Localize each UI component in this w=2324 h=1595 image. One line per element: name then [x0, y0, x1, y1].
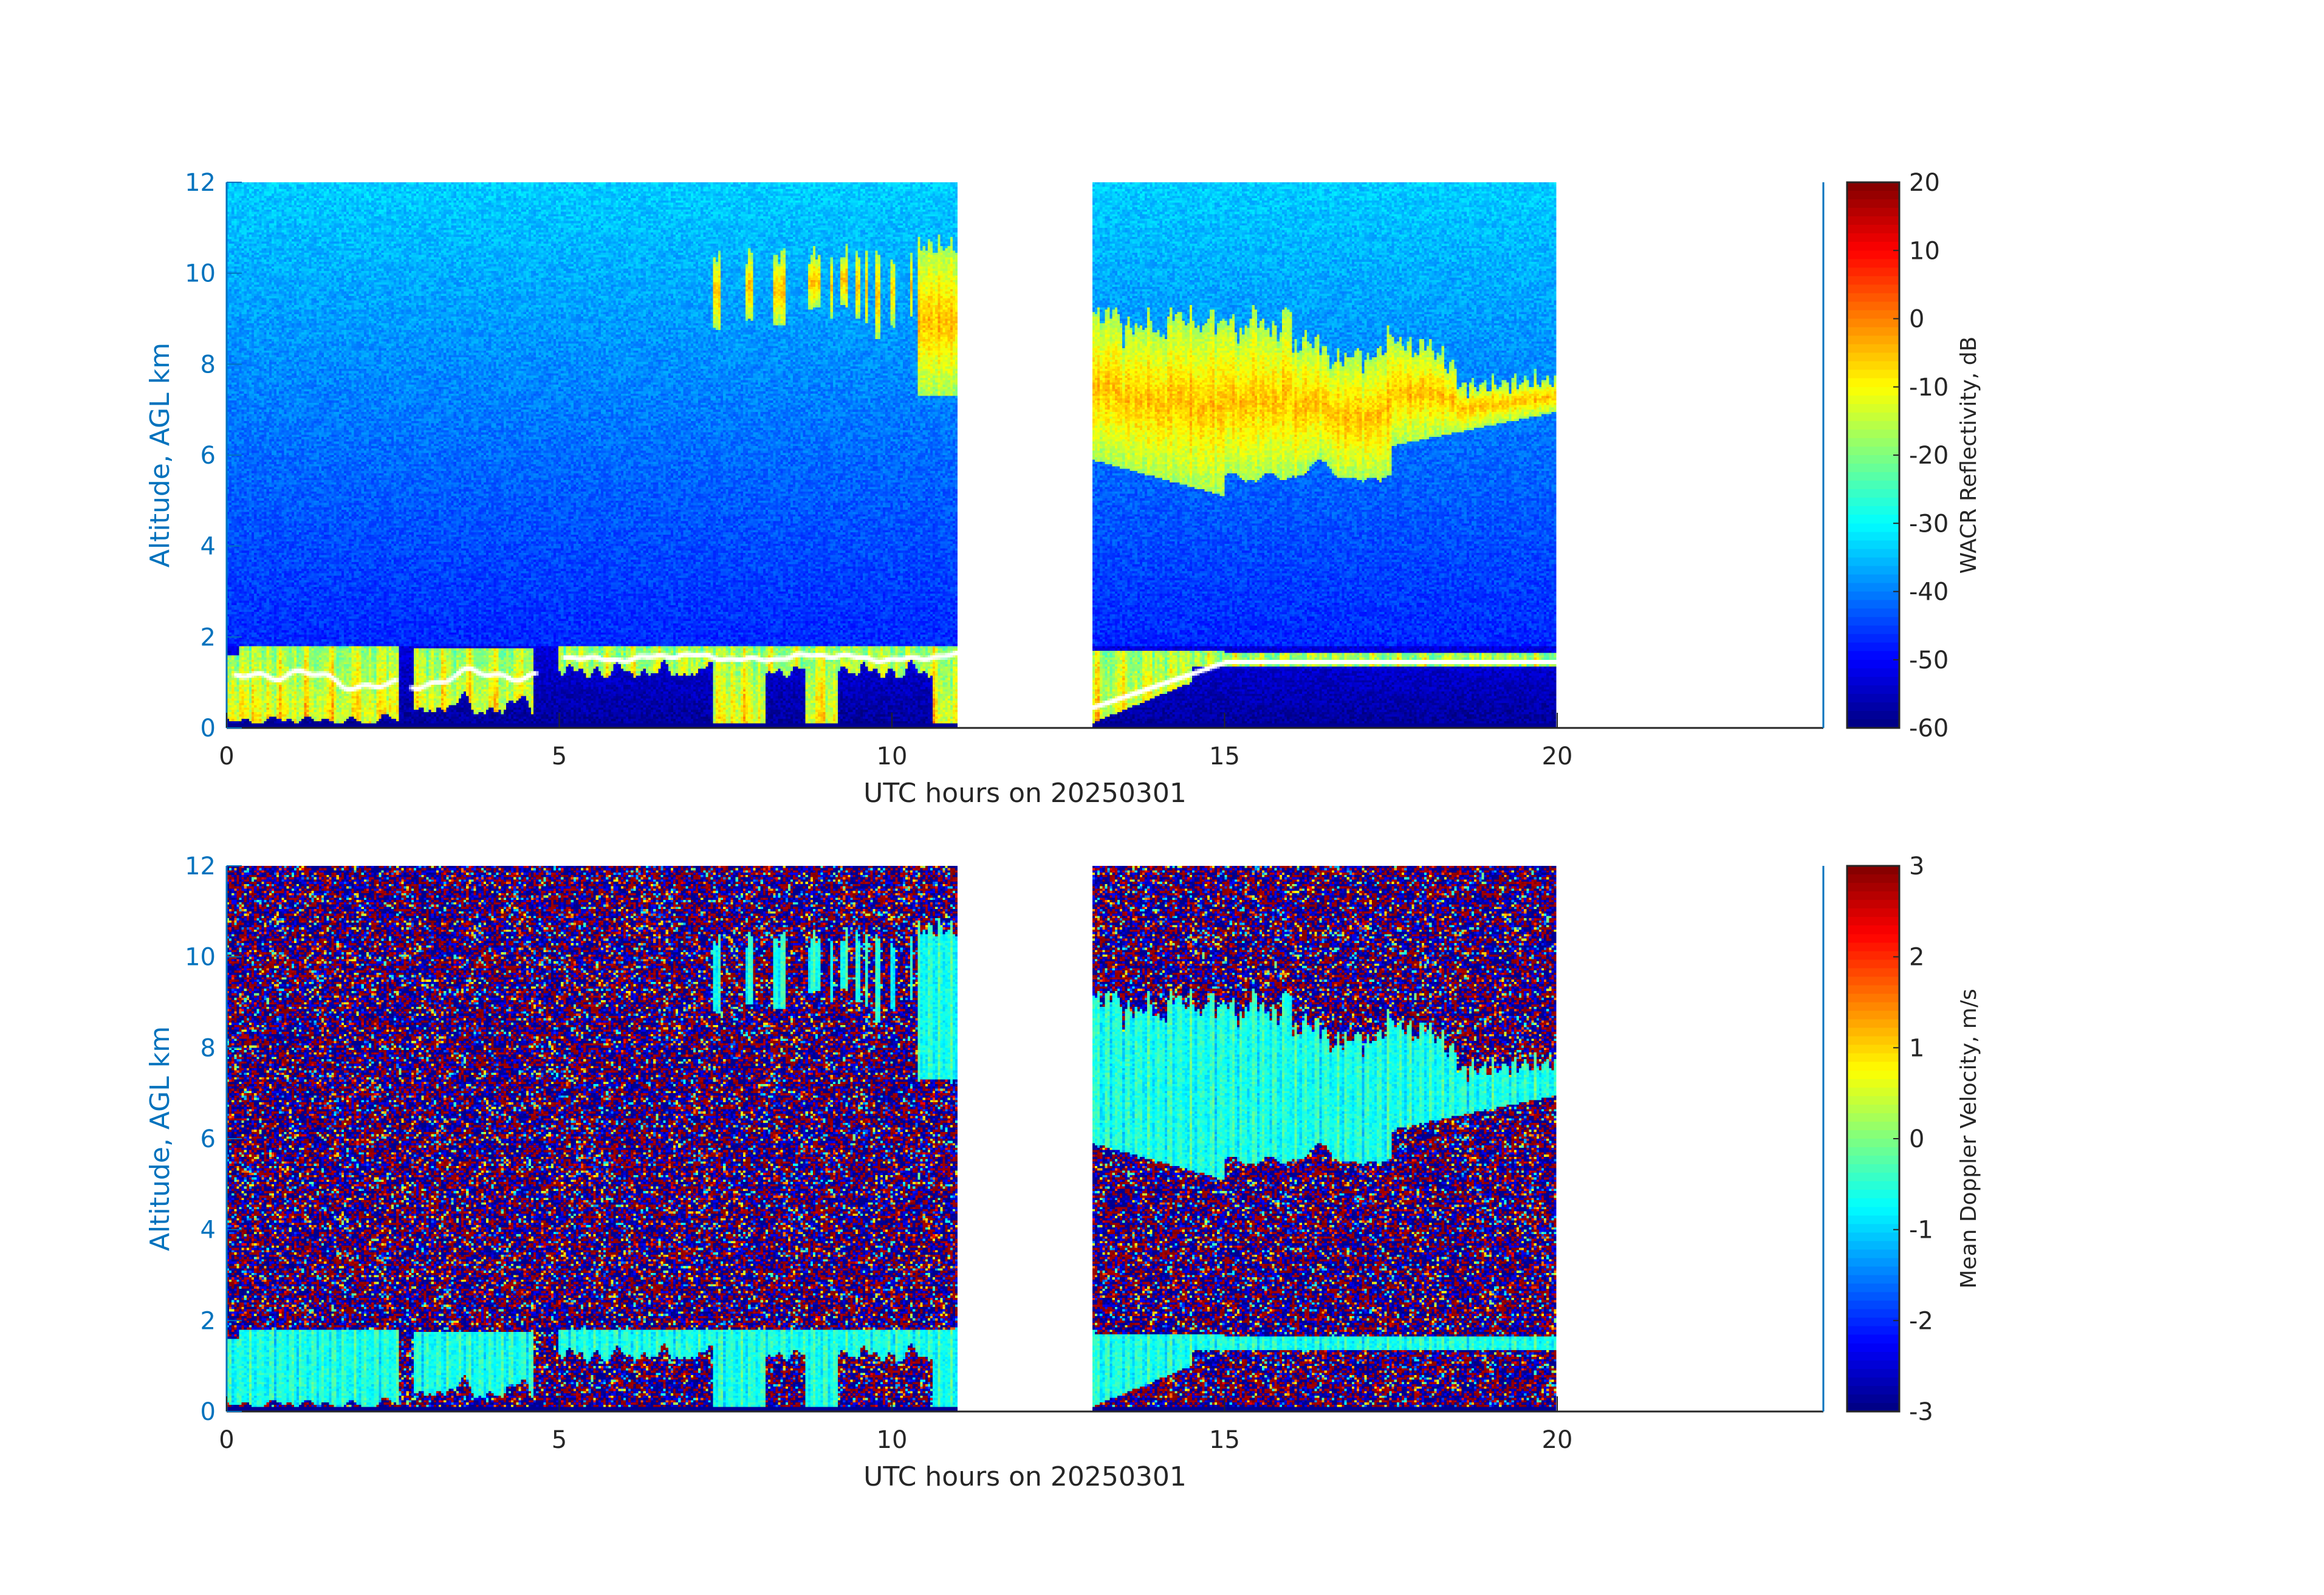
colorbar-tick-label: 3	[1909, 852, 1924, 880]
colorbar-frame	[1846, 181, 1901, 729]
colorbar-tick-label: -60	[1909, 715, 1949, 743]
y-tick-label: 6	[201, 1125, 216, 1153]
y-tick-label: 4	[201, 1216, 216, 1244]
colorbar-tick-label: -3	[1909, 1398, 1933, 1426]
colorbar-tick-label: 10	[1909, 237, 1940, 265]
y-tick-label: 2	[201, 1307, 216, 1335]
colorbar-tick-label: 1	[1909, 1034, 1924, 1062]
y-axis-label: Altitude, AGL km	[145, 343, 176, 568]
y-axis-label: Altitude, AGL km	[145, 1026, 176, 1251]
colorbar-tick-label: -30	[1909, 510, 1949, 538]
colorbar-tick-label: -40	[1909, 578, 1949, 606]
colorbar-label: Mean Doppler Velocity, m/s	[1956, 989, 1981, 1288]
x-tick-label: 15	[1209, 743, 1240, 770]
x-tick-label: 5	[552, 743, 567, 770]
colorbar-tick-label: 20	[1909, 169, 1940, 197]
y-tick-label: 4	[201, 533, 216, 561]
reflectivity-colorbar	[1847, 182, 1899, 728]
doppler-colorbar	[1847, 866, 1899, 1411]
y-tick-label: 8	[201, 351, 216, 379]
colorbar-label: WACR Reflectivity, dB	[1956, 337, 1981, 574]
y-tick-label: 12	[185, 852, 216, 880]
colorbar-tick-label: -2	[1909, 1307, 1933, 1335]
colorbar-tick-label: 0	[1909, 306, 1924, 334]
x-tick-label: 5	[552, 1426, 567, 1454]
colorbar-tick-label: 2	[1909, 944, 1924, 972]
y-tick-label: 0	[201, 1398, 216, 1426]
colorbar-tick-label: 0	[1909, 1125, 1924, 1153]
colorbar-tick-label: -20	[1909, 442, 1949, 470]
x-tick-label: 10	[877, 1426, 908, 1454]
x-tick-label: 15	[1209, 1426, 1240, 1454]
reflectivity-heatmap	[227, 182, 1823, 728]
x-axis-label: UTC hours on 20250301	[863, 778, 1187, 809]
y-tick-label: 12	[185, 169, 216, 197]
colorbar-frame	[1846, 865, 1901, 1413]
x-tick-label: 20	[1542, 1426, 1573, 1454]
x-axis-label: UTC hours on 20250301	[863, 1461, 1187, 1492]
x-tick-label: 0	[219, 743, 234, 770]
x-tick-label: 10	[877, 743, 908, 770]
colorbar-tick-label: -50	[1909, 647, 1949, 674]
y-tick-label: 6	[201, 442, 216, 470]
y-tick-label: 8	[201, 1034, 216, 1062]
y-tick-label: 10	[185, 260, 216, 288]
y-tick-label: 0	[201, 715, 216, 743]
x-tick-label: 20	[1542, 743, 1573, 770]
x-tick-label: 0	[219, 1426, 234, 1454]
y-tick-label: 10	[185, 944, 216, 972]
colorbar-tick-label: -10	[1909, 374, 1949, 402]
y-tick-label: 2	[201, 623, 216, 651]
colorbar-tick-label: -1	[1909, 1216, 1933, 1244]
doppler-velocity-heatmap	[227, 866, 1823, 1411]
